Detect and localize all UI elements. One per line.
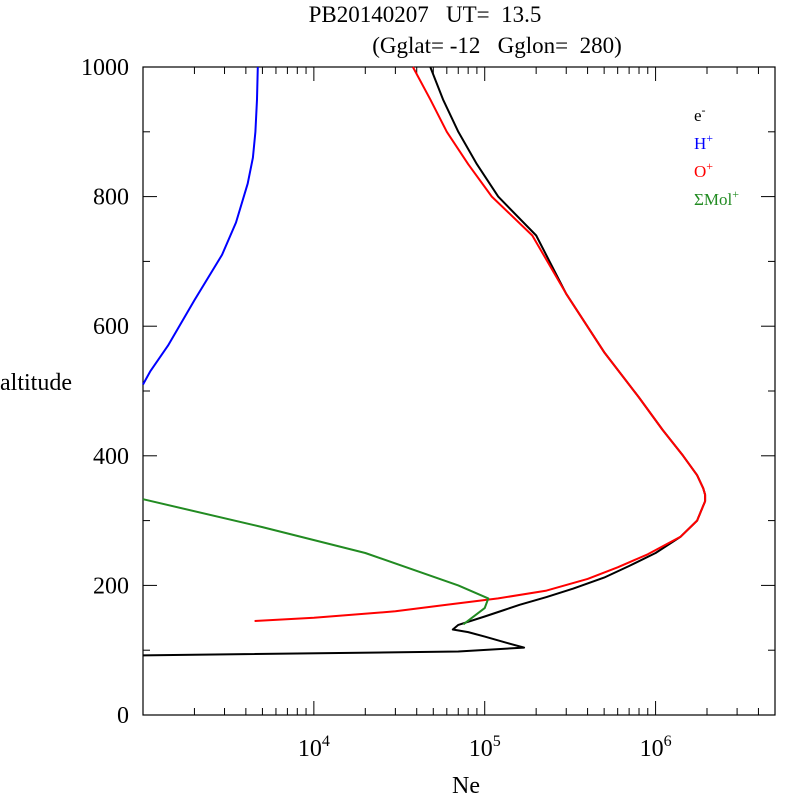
y-tick-label: 200 [93,573,129,599]
series-line-o [254,66,707,622]
legend-entry: e- [694,103,706,125]
x-tick-label: 104 [298,733,330,762]
y-axis-label: altitude [0,370,72,396]
y-tick-label: 0 [117,703,129,729]
y-tick-label: 800 [93,185,129,211]
y-tick-label: 400 [93,444,129,470]
legend-entry: O+ [694,159,713,181]
series-line-e [142,66,707,657]
axis-ticks: 104 105 106 0 200 400 600 800 1000 [81,55,775,762]
y-tick-label: 1000 [81,55,129,81]
chart-title: PB20140207 UT= 13.5 [309,2,542,27]
chart-subtitle: (Gglat= -12 Gglon= 280) [372,33,622,58]
legend-entry: H+ [694,131,713,153]
x-tick-label: 106 [640,733,672,762]
plot-frame [142,66,776,716]
x-tick-label: 105 [469,733,501,762]
x-axis-label: Ne [452,773,480,796]
series-line-h [142,66,259,385]
series-line-mol [142,498,490,626]
y-tick-label: 600 [93,314,129,340]
legend-entry: ΣMol+ [694,187,739,209]
series-layer [142,66,707,657]
legend: e- H+ O+ ΣMol+ [694,103,739,209]
